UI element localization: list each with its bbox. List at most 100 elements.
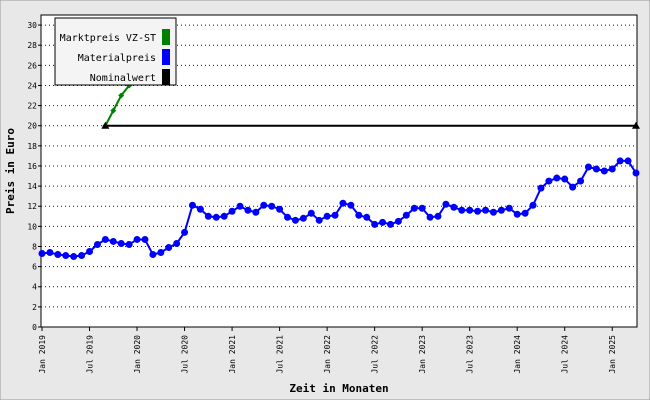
data-point bbox=[553, 174, 561, 182]
data-point bbox=[410, 204, 418, 212]
x-tick-label: Jan 2021 bbox=[228, 335, 237, 374]
x-tick-label: Jan 2023 bbox=[418, 335, 427, 374]
x-tick-label: Jan 2022 bbox=[323, 335, 332, 374]
legend-label: Marktpreis VZ-ST bbox=[60, 33, 156, 44]
x-tick-label: Jan 2025 bbox=[608, 335, 617, 374]
data-point bbox=[489, 208, 497, 216]
data-point bbox=[212, 213, 220, 221]
x-tick-label: Jan 2019 bbox=[38, 335, 47, 374]
data-point bbox=[608, 165, 616, 173]
data-point bbox=[284, 213, 292, 221]
legend-swatch bbox=[162, 49, 170, 65]
data-point bbox=[323, 212, 331, 220]
data-point bbox=[276, 205, 284, 213]
data-point bbox=[260, 201, 268, 209]
x-tick-label: Jan 2024 bbox=[513, 335, 522, 374]
data-point bbox=[252, 208, 260, 216]
data-point bbox=[46, 249, 54, 257]
legend-box bbox=[54, 17, 177, 86]
data-point bbox=[355, 211, 363, 219]
y-tick-label: 28 bbox=[27, 41, 37, 50]
legend: Marktpreis VZ-ST Materialpreis Nominalwert bbox=[54, 17, 177, 86]
y-tick-label: 30 bbox=[27, 21, 37, 30]
data-point bbox=[220, 212, 228, 220]
data-point bbox=[204, 212, 212, 220]
y-tick-label: 6 bbox=[32, 263, 37, 272]
y-tick-label: 2 bbox=[32, 303, 37, 312]
x-tick-label: Jul 2024 bbox=[561, 335, 570, 374]
data-point bbox=[109, 237, 117, 245]
data-point bbox=[101, 121, 110, 129]
data-point bbox=[181, 228, 189, 236]
data-point bbox=[569, 183, 577, 191]
data-point bbox=[228, 207, 236, 215]
data-point bbox=[188, 201, 196, 209]
x-tick-label: Jul 2019 bbox=[86, 335, 95, 374]
data-point bbox=[513, 210, 521, 218]
data-point bbox=[474, 207, 482, 215]
series-line bbox=[41, 159, 637, 258]
y-tick-label: 20 bbox=[27, 122, 37, 131]
data-point bbox=[268, 202, 276, 210]
data-point bbox=[371, 220, 379, 228]
data-point bbox=[418, 204, 426, 212]
data-point bbox=[450, 203, 458, 211]
data-point bbox=[331, 211, 339, 219]
data-point bbox=[196, 205, 204, 213]
legend-label: Nominalwert bbox=[90, 73, 156, 84]
data-point bbox=[54, 251, 62, 259]
data-point bbox=[118, 92, 125, 99]
y-tick-label: 22 bbox=[27, 102, 37, 111]
data-point bbox=[632, 121, 640, 129]
y-tick-label: 8 bbox=[32, 242, 37, 251]
data-point bbox=[600, 167, 608, 175]
series-line bbox=[104, 84, 130, 127]
data-point bbox=[78, 252, 86, 260]
y-tick-label: 12 bbox=[27, 202, 37, 211]
data-point bbox=[394, 217, 402, 225]
data-point bbox=[149, 251, 157, 259]
data-point bbox=[466, 206, 474, 214]
data-point bbox=[165, 243, 173, 251]
legend-swatch bbox=[162, 29, 170, 45]
data-point bbox=[101, 235, 109, 243]
data-point bbox=[592, 165, 600, 173]
data-point bbox=[347, 201, 355, 209]
x-tick-label: Jul 2022 bbox=[371, 335, 380, 374]
y-tick-label: 14 bbox=[27, 182, 37, 191]
data-point bbox=[299, 214, 307, 222]
data-point bbox=[157, 249, 165, 257]
data-point bbox=[434, 212, 442, 220]
data-point bbox=[315, 216, 323, 224]
x-tick-label: Jul 2020 bbox=[181, 335, 190, 374]
y-tick-label: 4 bbox=[32, 283, 37, 292]
data-point bbox=[236, 202, 244, 210]
data-point bbox=[386, 220, 394, 228]
x-axis-title: Zeit in Monaten bbox=[289, 382, 388, 395]
data-point bbox=[379, 218, 387, 226]
y-tick-label: 16 bbox=[27, 162, 37, 171]
data-point bbox=[339, 199, 347, 207]
data-point bbox=[244, 206, 252, 214]
y-tick-label: 26 bbox=[27, 61, 37, 70]
y-axis-title: Preis in Euro bbox=[4, 128, 17, 214]
data-point bbox=[173, 239, 181, 247]
x-tick-label: Jul 2023 bbox=[466, 335, 475, 374]
legend-swatch bbox=[162, 69, 170, 85]
data-point bbox=[291, 216, 299, 224]
data-point bbox=[537, 184, 545, 192]
data-point bbox=[529, 201, 537, 209]
data-point bbox=[402, 211, 410, 219]
data-point bbox=[62, 252, 70, 260]
data-point bbox=[442, 200, 450, 208]
data-point bbox=[110, 107, 117, 114]
data-point bbox=[426, 213, 434, 221]
data-point bbox=[93, 240, 101, 248]
data-point bbox=[561, 175, 569, 183]
data-point bbox=[632, 169, 640, 177]
data-point bbox=[616, 157, 624, 165]
y-tick-label: 18 bbox=[27, 142, 37, 151]
data-point bbox=[38, 250, 46, 258]
